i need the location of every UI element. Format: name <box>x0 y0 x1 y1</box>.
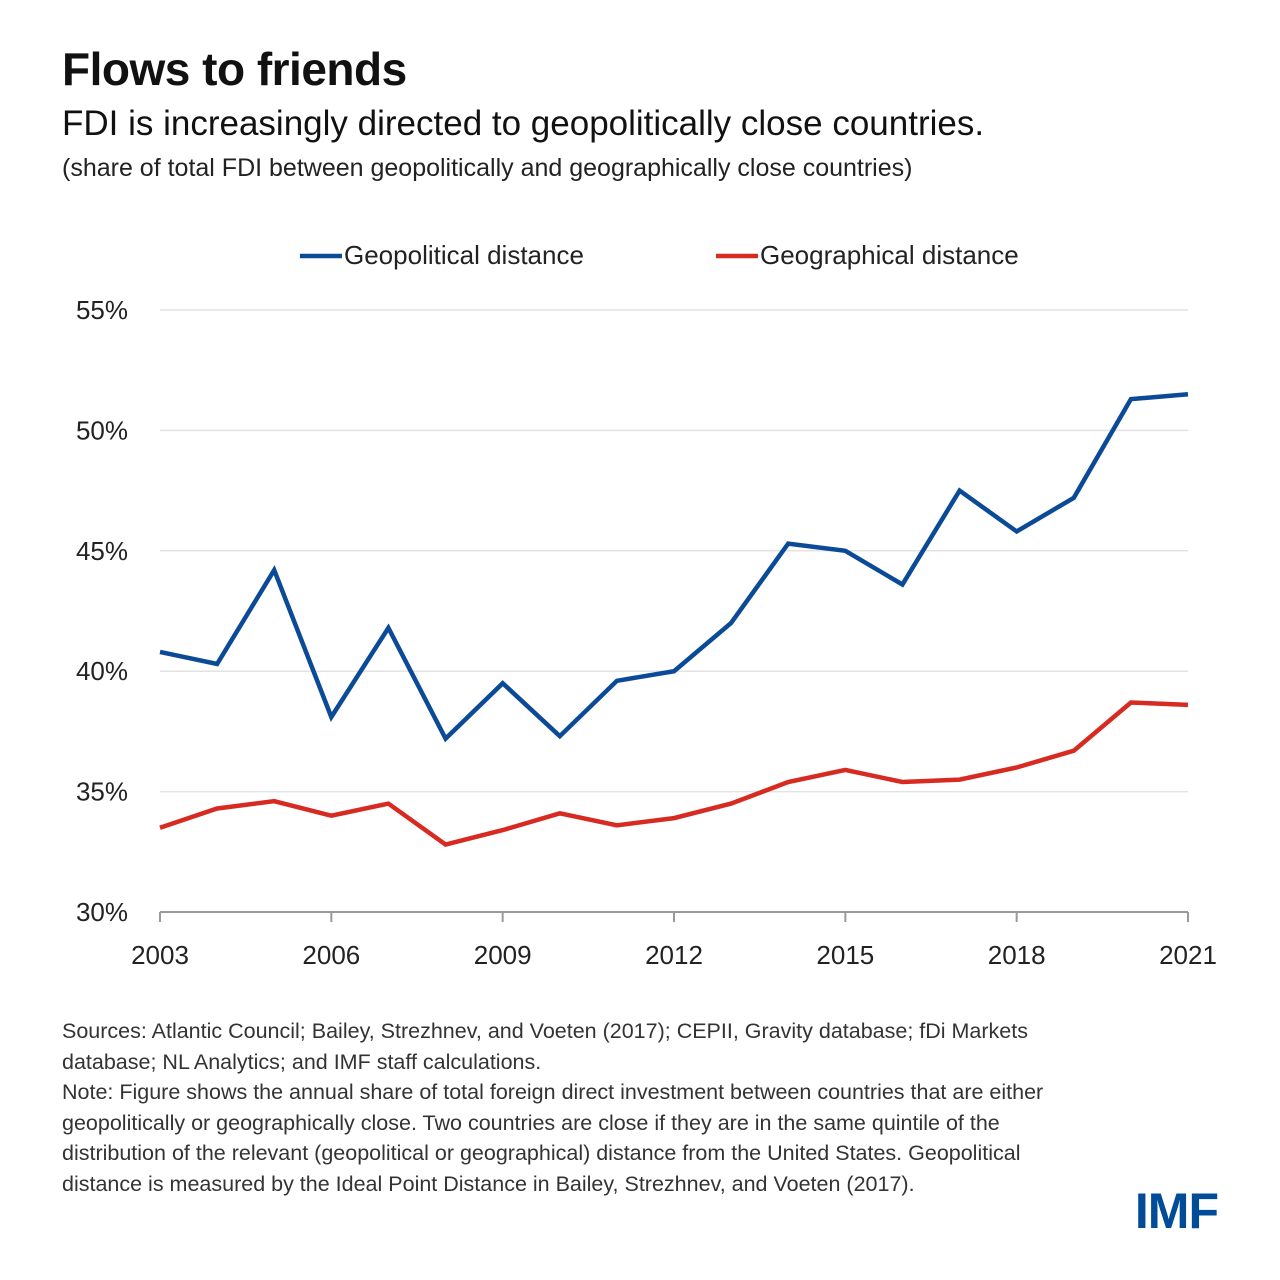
x-tick-label: 2015 <box>816 940 874 970</box>
y-tick-label: 45% <box>76 536 128 566</box>
chart-series <box>159 392 1189 848</box>
chart-units-note: (share of total FDI between geopolitical… <box>62 154 913 182</box>
y-tick-label: 50% <box>76 415 128 445</box>
x-tick-label: 2021 <box>1159 940 1217 970</box>
legend-label: Geopolitical distance <box>344 240 584 270</box>
x-tick-label: 2003 <box>131 940 189 970</box>
series-line-geographical <box>159 700 1189 848</box>
legend-label: Geographical distance <box>760 240 1019 270</box>
y-tick-label: 40% <box>76 656 128 686</box>
chart-title: Flows to friends <box>62 43 407 95</box>
chart-subtitle: FDI is increasingly directed to geopolit… <box>62 104 985 143</box>
x-tick-label: 2006 <box>302 940 360 970</box>
y-axis: 30% 35% 40% 45% 50% 55% <box>76 295 128 927</box>
line-chart: Geopolitical distance Geographical distan… <box>76 240 1217 970</box>
sources-text: Sources: Atlantic Council; Bailey, Strez… <box>62 1019 1028 1074</box>
x-tick-label: 2009 <box>474 940 532 970</box>
x-tick-label: 2018 <box>988 940 1046 970</box>
imf-logo: IMF <box>1134 1183 1219 1239</box>
y-tick-label: 30% <box>76 897 128 927</box>
y-tick-label: 35% <box>76 777 128 807</box>
y-tick-label: 55% <box>76 295 128 325</box>
note-text: Note: Figure shows the annual share of t… <box>62 1080 1044 1196</box>
x-tick-label: 2012 <box>645 940 703 970</box>
chart-legend: Geopolitical distance Geographical distan… <box>300 240 1019 270</box>
gridlines <box>160 309 1188 793</box>
series-line-geopolitical <box>159 392 1189 743</box>
chart-notes: Sources: Atlantic Council; Bailey, Strez… <box>62 1016 1082 1199</box>
x-axis-ticks: 2003 2006 2009 2012 2015 2018 2021 <box>131 912 1217 970</box>
